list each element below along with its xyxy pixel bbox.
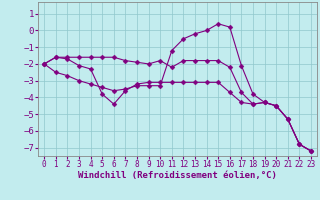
X-axis label: Windchill (Refroidissement éolien,°C): Windchill (Refroidissement éolien,°C) [78,171,277,180]
